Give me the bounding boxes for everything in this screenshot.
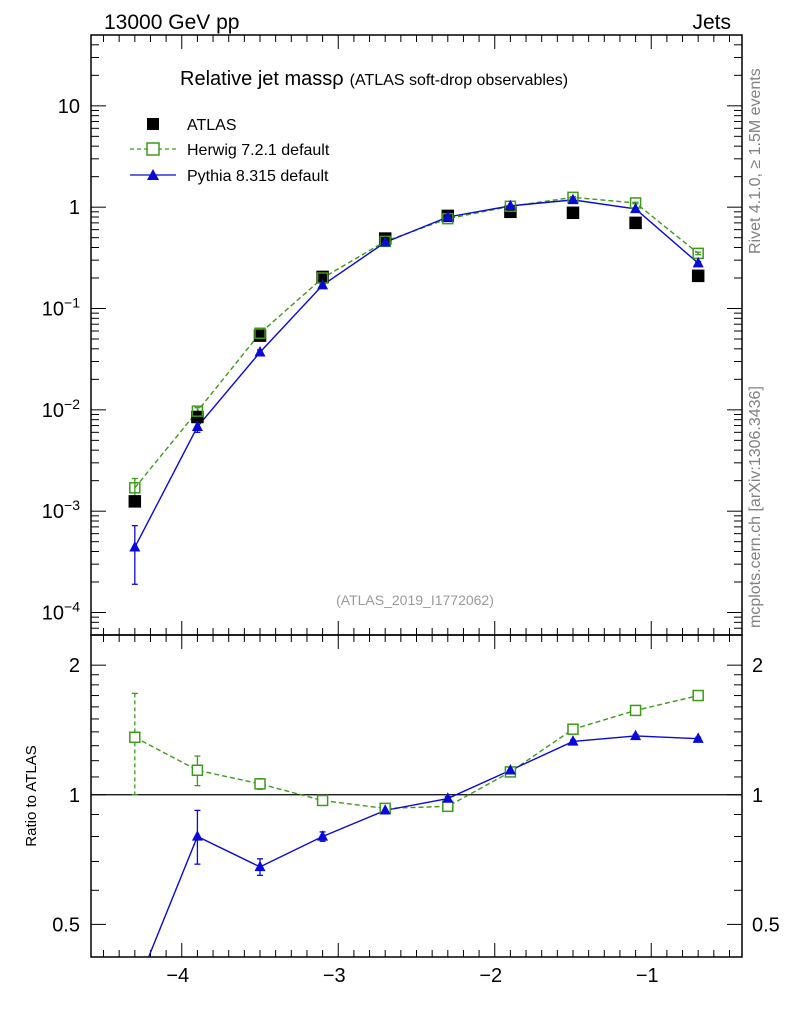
rivet-version-label: Rivet 4.1.0, ≥ 1.5M events xyxy=(747,68,764,254)
mcplots-credit-label: mcplots.cern.ch [arXiv:1306.3436] xyxy=(747,386,764,628)
chart-title: Relative jet massρ (ATLAS soft-drop obser… xyxy=(180,68,568,90)
chart-title-symbol: ρ xyxy=(332,68,343,90)
y-tick-label: 10−1 xyxy=(42,295,80,321)
herwig-data-point xyxy=(254,327,266,339)
pythia-data-point xyxy=(442,210,454,222)
legend-herwig-label: Herwig 7.2.1 default xyxy=(187,142,330,159)
axes-group: −4 −3 −2 −1 10−4 10−3 10−2 10−1 1 10 0.5 0.5 1 1 2 2 xyxy=(42,35,780,987)
pythia-data-point xyxy=(129,541,141,552)
series-group xyxy=(128,191,705,958)
ratio-pythia-point xyxy=(254,860,266,872)
pythia-data-point xyxy=(191,420,203,431)
ratio-herwig-point xyxy=(254,778,266,790)
y-tick-label: 10 xyxy=(58,96,80,118)
ratio-herwig-point xyxy=(129,731,141,744)
y-tick-label: 1 xyxy=(69,197,80,219)
x-tick-label: −1 xyxy=(636,965,659,987)
x-tick-label: −3 xyxy=(323,965,346,987)
ratio-herwig-point xyxy=(567,723,579,735)
ratio-herwig-point xyxy=(316,794,329,807)
pythia-data-point xyxy=(567,193,579,205)
atlas-data-point xyxy=(128,495,142,508)
header-category: Jets xyxy=(692,11,731,34)
legend: ATLAS Herwig 7.2.1 default Pythia 8.315 … xyxy=(130,117,330,185)
atlas-data-point xyxy=(691,269,705,283)
pythia-data-point xyxy=(379,236,391,247)
pythia-data-point xyxy=(317,278,329,290)
ratio-y-tick-label-right: 0.5 xyxy=(752,914,780,936)
ratio-pythia-line xyxy=(147,735,699,958)
ratio-pythia-point xyxy=(191,830,203,841)
pythia-line xyxy=(134,199,699,548)
ratio-pythia-point xyxy=(442,792,454,803)
ratio-y-tick-label: 1 xyxy=(69,785,80,807)
legend-pythia-marker xyxy=(147,169,159,180)
atlas-data-point xyxy=(253,329,267,342)
y-tick-label: 10−3 xyxy=(42,497,80,523)
ratio-y-tick-label-right: 2 xyxy=(752,655,763,677)
legend-atlas-marker xyxy=(147,118,159,130)
ratio-pythia-point xyxy=(692,732,704,743)
ratio-herwig-point xyxy=(629,704,642,717)
ratio-pythia-point xyxy=(504,764,516,775)
herwig-line xyxy=(134,196,699,489)
ratio-y-tick-label: 0.5 xyxy=(52,914,80,936)
chart-title-sub: (ATLAS soft-drop observables) xyxy=(350,72,568,89)
ratio-herwig-line xyxy=(134,694,699,810)
herwig-data-point xyxy=(129,482,141,494)
ratio-pythia-point xyxy=(630,729,642,741)
ratio-pythia-point xyxy=(317,830,329,841)
header-collision: 13000 GeV pp xyxy=(104,11,239,34)
pythia-data-point xyxy=(692,256,704,268)
pythia-data-point xyxy=(254,345,266,357)
ratio-herwig-point xyxy=(442,800,454,813)
ratio-y-tick-label-right: 1 xyxy=(752,785,763,807)
analysis-id-label: (ATLAS_2019_I1772062) xyxy=(336,592,494,608)
herwig-data-point xyxy=(191,405,204,417)
legend-pythia-label: Pythia 8.315 default xyxy=(187,168,329,185)
ratio-y-tick-label: 2 xyxy=(69,655,80,677)
y-tick-label: 10−4 xyxy=(42,599,80,625)
pythia-data-point xyxy=(630,202,642,214)
pythia-data-point xyxy=(504,199,516,211)
chart-title-main: Relative jet mass xyxy=(180,68,332,90)
ratio-y-axis-label: Ratio to ATLAS xyxy=(23,745,40,846)
y-tick-label: 10−2 xyxy=(42,396,80,422)
ratio-panel-frame xyxy=(90,634,743,958)
ratio-herwig-point xyxy=(692,689,704,702)
ratio-pythia-point xyxy=(567,735,579,746)
atlas-data-point xyxy=(566,206,580,220)
legend-atlas-label: ATLAS xyxy=(187,117,237,134)
x-tick-label: −4 xyxy=(166,965,189,987)
ratio-pythia-point xyxy=(379,804,391,815)
x-tick-label: −2 xyxy=(479,965,502,987)
ratio-herwig-point xyxy=(191,764,204,777)
atlas-data-point xyxy=(629,216,642,230)
legend-herwig-marker xyxy=(146,142,160,156)
